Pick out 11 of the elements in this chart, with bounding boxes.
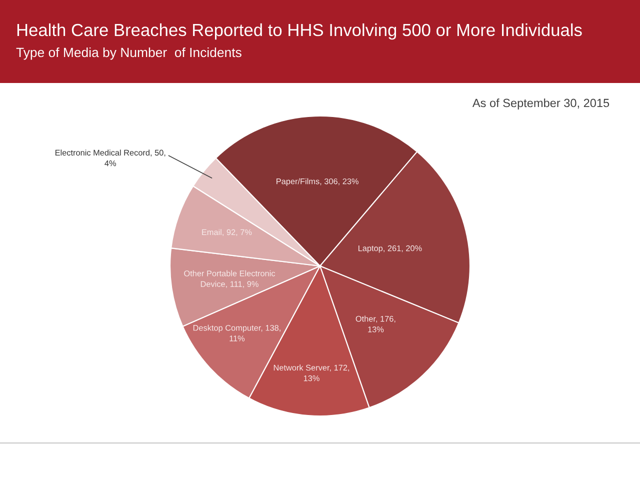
slice-label: Other Portable Electronic Device, 111, 9% xyxy=(184,270,276,288)
slice-label: Paper/Films, 306, 23% xyxy=(276,178,358,186)
slice-label: Laptop, 261, 20% xyxy=(358,245,422,253)
chart-title: Health Care Breaches Reported to HHS Involving 500 or More Individuals xyxy=(17,23,582,40)
slice-label: Network Server, 172, 13% xyxy=(274,364,350,382)
text: As of September 30, 2015 xyxy=(472,98,610,110)
slice-label: Desktop Computer, 138, 11% xyxy=(193,324,280,342)
chart-subtitle: Type of Media by Number of Incidents xyxy=(16,47,242,60)
slice-label: Other, 176, 13% xyxy=(356,316,396,332)
slice-label: Email, 92, 7% xyxy=(202,229,252,236)
slice-label: Electronic Medical Record, 50, 4% xyxy=(55,150,166,166)
